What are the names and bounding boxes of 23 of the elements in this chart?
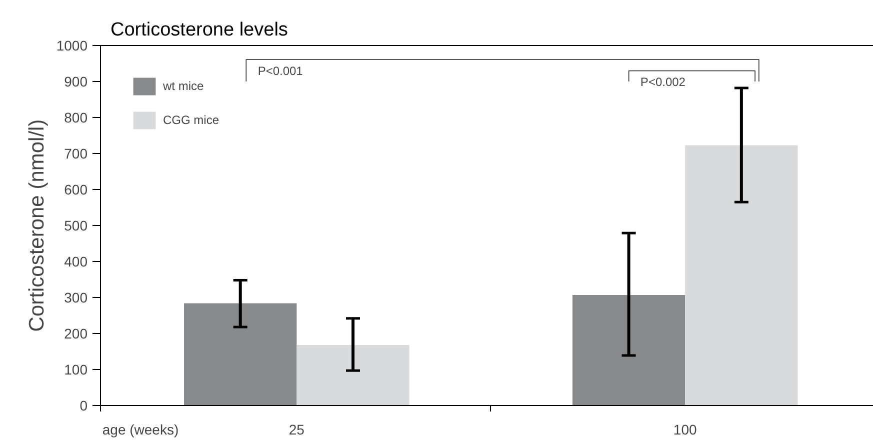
y-tick-label: 600 — [64, 182, 88, 198]
bar — [184, 303, 297, 406]
y-tick-label: 1000 — [56, 38, 88, 54]
y-tick-label: 0 — [80, 398, 88, 414]
bar — [685, 145, 798, 406]
y-tick-label: 800 — [64, 110, 88, 126]
bar — [296, 345, 410, 406]
annotation: P<0.002 — [640, 75, 686, 90]
y-tick-label: 400 — [64, 254, 88, 270]
chart-title: Corticosterone levels — [110, 20, 288, 40]
y-tick-label: 900 — [64, 74, 88, 90]
x-axis-title: age (weeks) — [102, 422, 179, 438]
y-tick-label: 200 — [64, 326, 88, 342]
bar — [572, 294, 686, 406]
legend-label: wt mice — [163, 79, 204, 93]
y-tick-label: 300 — [64, 290, 88, 306]
y-tick-label: 100 — [64, 362, 88, 378]
legend-label: CGG mice — [163, 113, 220, 127]
y-tick-label: 500 — [64, 218, 88, 234]
y-axis-title: Corticosterone (nmol/l) — [25, 119, 48, 332]
y-tick-label: 700 — [64, 146, 88, 162]
annotation: P<0.001 — [258, 64, 304, 78]
x-tick-label: 25 — [288, 422, 305, 438]
